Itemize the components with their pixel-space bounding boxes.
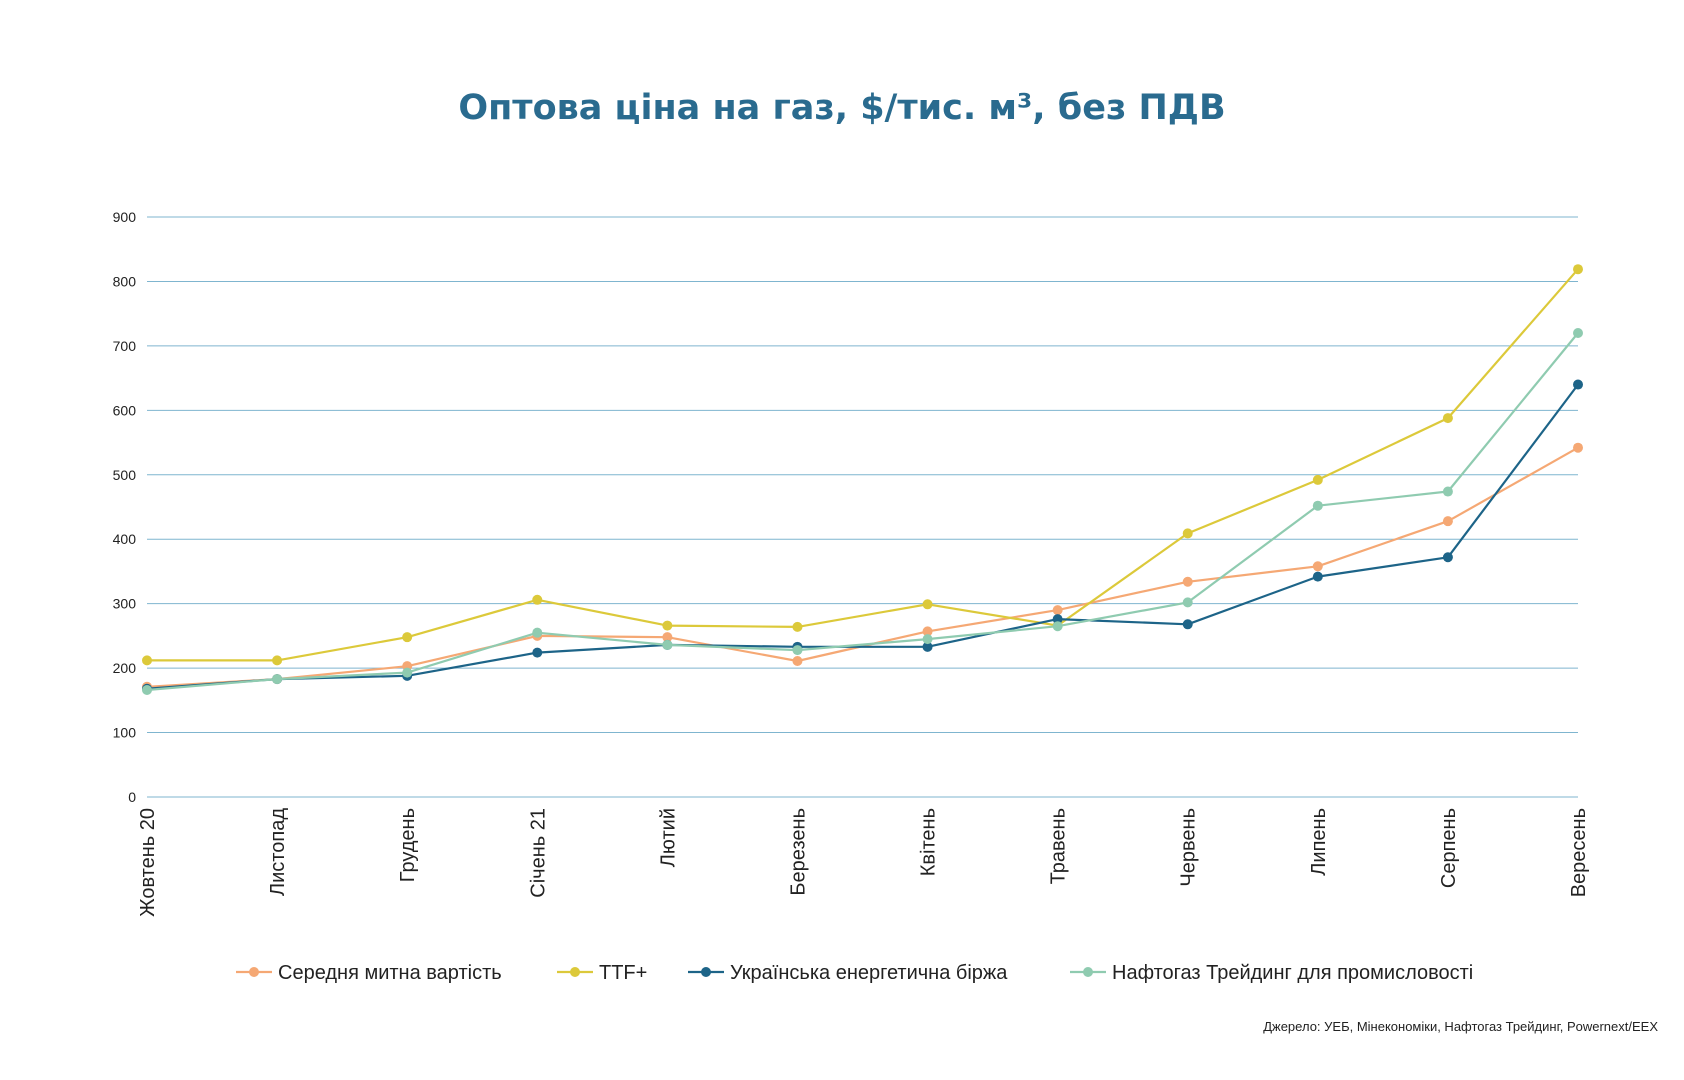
legend-label: Нафтогаз Трейдинг для промисловості	[1112, 962, 1473, 984]
y-tick-label: 300	[113, 596, 137, 612]
data-point	[1312, 561, 1323, 572]
series-line	[146, 383, 1579, 690]
y-tick-label: 100	[113, 725, 137, 741]
data-point	[1312, 500, 1323, 511]
legend-item-3: Українська енергетична біржа	[688, 962, 1008, 984]
legend-marker	[570, 967, 580, 977]
x-tick-label: Липень	[1308, 808, 1330, 876]
series-2	[142, 264, 1583, 666]
y-tick-label: 400	[113, 531, 137, 547]
legend-marker	[1083, 967, 1093, 977]
data-point	[1573, 328, 1583, 338]
series-4	[142, 328, 1583, 696]
data-point	[142, 685, 152, 696]
legend-item-4: Нафтогаз Трейдинг для промисловості	[1070, 962, 1473, 984]
legend-item-2: TTF+	[557, 962, 647, 984]
x-tick-label: Червень	[1178, 808, 1200, 887]
legend-item-1: Середня митна вартість	[236, 962, 502, 984]
data-point	[922, 634, 933, 645]
data-point	[662, 620, 673, 631]
data-point	[1052, 621, 1063, 632]
x-tick-label: Грудень	[397, 808, 419, 882]
x-tick-label: Березень	[787, 808, 809, 896]
data-point	[532, 594, 543, 605]
data-point	[1182, 619, 1193, 630]
data-point	[532, 627, 543, 638]
data-point	[142, 655, 152, 666]
data-point	[272, 674, 283, 685]
series-line	[146, 446, 1579, 688]
series-line	[147, 268, 1579, 662]
legend-marker	[701, 967, 711, 977]
y-axis-ticks: 0 100 200 300 400 500 600 700 800 900	[113, 209, 137, 805]
x-tick-label: Листопад	[267, 808, 289, 896]
x-tick-label: Травень	[1048, 808, 1070, 884]
x-tick-label: Вересень	[1568, 808, 1590, 897]
data-point	[922, 641, 933, 652]
data-point	[1442, 552, 1453, 563]
data-point	[1573, 442, 1583, 453]
data-point	[532, 647, 543, 658]
y-tick-label: 800	[113, 273, 137, 289]
data-point	[1442, 516, 1453, 527]
legend: Середня митна вартість TTF+ Українська ене…	[236, 962, 1473, 984]
y-tick-label: 900	[113, 209, 137, 225]
data-point	[402, 667, 413, 678]
x-tick-label: Січень 21	[527, 808, 549, 898]
data-point	[792, 621, 803, 632]
series-lines	[142, 264, 1583, 696]
data-point	[1573, 379, 1583, 390]
source-note: Джерело: УЕБ, Мінекономіки, Нафтогаз Тре…	[1263, 1019, 1658, 1034]
grid-lines	[147, 216, 1578, 798]
y-tick-label: 700	[113, 338, 137, 354]
y-tick-label: 0	[128, 789, 136, 805]
legend-marker	[249, 967, 259, 977]
data-point	[1052, 614, 1063, 625]
data-point	[792, 656, 803, 667]
x-axis-ticks: Жовтень 20 Листопад Грудень Січень 21 Лютий Б…	[137, 808, 1590, 917]
data-point	[1442, 486, 1453, 497]
data-point	[402, 632, 413, 643]
y-tick-label: 500	[113, 467, 137, 483]
data-point	[922, 599, 933, 610]
x-tick-label: Квітень	[918, 808, 940, 876]
legend-label: Середня митна вартість	[278, 962, 502, 984]
data-point	[662, 639, 673, 650]
y-tick-label: 200	[113, 660, 137, 676]
data-point	[1182, 597, 1193, 608]
data-point	[1182, 576, 1193, 587]
data-point	[922, 626, 933, 637]
x-tick-label: Серпень	[1438, 808, 1460, 888]
data-point	[1573, 264, 1583, 275]
y-tick-label: 600	[113, 402, 137, 418]
data-point	[1182, 528, 1193, 539]
series-line	[146, 332, 1579, 692]
data-point	[1312, 571, 1323, 582]
data-point	[792, 645, 803, 656]
series-1	[142, 442, 1583, 692]
data-point	[1052, 605, 1063, 616]
legend-label: TTF+	[599, 962, 647, 984]
x-tick-label: Жовтень 20	[137, 808, 159, 917]
data-point	[272, 655, 283, 666]
legend-label: Українська енергетична біржа	[730, 962, 1008, 984]
data-point	[662, 632, 673, 643]
data-point	[1312, 474, 1323, 485]
x-tick-label: Лютий	[657, 808, 679, 867]
data-point	[1442, 413, 1453, 424]
chart-title: Оптова ціна на газ, $/тис. м³, без ПДВ	[458, 88, 1226, 128]
